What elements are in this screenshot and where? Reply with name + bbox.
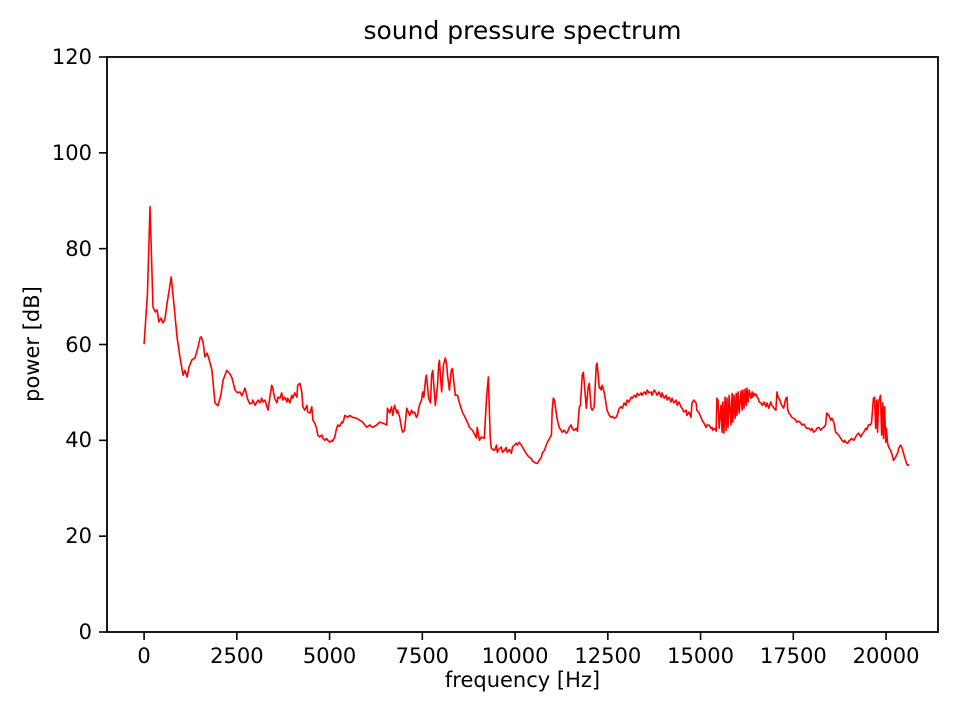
- plot-area: [99, 56, 939, 640]
- y-tick-label: 60: [65, 332, 92, 357]
- x-tick-label: 7500: [395, 644, 450, 668]
- x-tick-label: 17500: [759, 644, 827, 668]
- x-tick-label: 0: [137, 644, 151, 668]
- y-tick-label: 120: [51, 45, 92, 69]
- x-tick-label: 12500: [574, 644, 642, 668]
- y-tick-label: 40: [65, 428, 92, 453]
- spectrum-line: [143, 205, 910, 467]
- y-tick-label: 100: [51, 140, 92, 165]
- x-tick-label: 20000: [852, 644, 920, 668]
- axes-frame: [106, 56, 939, 633]
- y-tick-label: 80: [65, 236, 92, 261]
- y-tick-label: 20: [65, 524, 92, 549]
- x-tick-label: 2500: [210, 644, 264, 668]
- chart-title: sound pressure spectrum: [363, 16, 682, 45]
- x-tick-label: 5000: [302, 644, 357, 668]
- x-axis-label: frequency [Hz]: [444, 668, 601, 692]
- y-tick-label: 0: [78, 620, 92, 644]
- x-tick-label: 10000: [481, 644, 549, 668]
- x-tick-label: 15000: [667, 644, 734, 668]
